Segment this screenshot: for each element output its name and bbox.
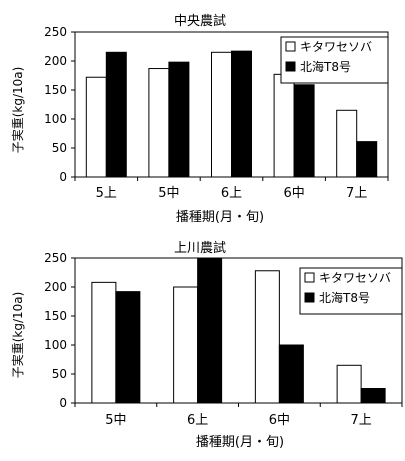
y-tick-label: 50 — [52, 141, 67, 155]
y-tick-label: 200 — [44, 280, 67, 294]
y-tick-label: 100 — [44, 112, 67, 126]
bar-hokkai-t8 — [168, 61, 190, 177]
y-tick-label: 0 — [59, 396, 67, 410]
bar-hokkai-t8 — [278, 344, 304, 403]
legend-swatch — [304, 292, 315, 303]
y-tick-label: 50 — [52, 367, 67, 381]
y-tick-label: 100 — [44, 338, 67, 352]
bar-hokkai-t8 — [360, 388, 386, 403]
y-tick-label: 250 — [44, 25, 67, 39]
bar-hokkai-t8 — [293, 84, 315, 177]
plot-area: 0 50 100 150 200 250 5中 6上 6中 7上 — [44, 251, 403, 428]
legend-label: 北海T8号 — [300, 59, 351, 74]
y-tick-label: 250 — [44, 251, 67, 265]
legend-label: キタワセソバ — [300, 40, 372, 54]
bar-kitawase-soba — [91, 281, 117, 403]
x-tick-label: 5中 — [158, 186, 179, 201]
bar-kitawase-soba — [173, 286, 199, 403]
x-tick-label: 7上 — [346, 186, 367, 201]
bar-hokkai-t8 — [231, 50, 252, 177]
chart-title: 中央農試 — [174, 13, 226, 29]
bar-kitawase-soba — [273, 73, 295, 177]
bar-kitawase-soba — [254, 270, 280, 403]
x-axis-label: 播種期(月・旬) — [196, 434, 284, 450]
bar-hokkai-t8 — [356, 141, 378, 177]
bar-kitawase-soba — [336, 364, 362, 403]
y-tick-label: 0 — [59, 170, 67, 184]
bar-kitawase-soba — [148, 68, 170, 177]
y-tick-label: 150 — [44, 309, 67, 323]
legend-swatch — [304, 272, 315, 283]
bars — [85, 50, 378, 177]
bar-kitawase-soba — [336, 109, 358, 177]
legend-swatch — [285, 61, 296, 72]
y-tick-label: 150 — [44, 83, 67, 97]
x-tick-label: 7上 — [350, 413, 371, 428]
x-tick-label: 6上 — [187, 413, 208, 428]
x-tick-label: 6上 — [221, 186, 242, 201]
bar-hokkai-t8 — [115, 291, 141, 403]
chart-kamikawa-agri-station: 上川農試 子実重(kg/10a) 0 50 100 150 200 250 5中 6上 6中 7上… — [10, 240, 403, 450]
legend-box — [280, 36, 389, 84]
x-axis-label: 播種期(月・旬) — [176, 209, 264, 225]
y-axis-label: 子実重(kg/10a) — [10, 292, 25, 379]
chart-central-agri-station: 中央農試 子実重(kg/10a) 0 50 100 150 200 250 5上 5中 6上 6中… — [10, 13, 389, 225]
x-tick-label: 6中 — [283, 186, 304, 201]
bar-hokkai-t8 — [105, 51, 127, 177]
bar-kitawase-soba — [211, 51, 232, 177]
y-axis-label: 子実重(kg/10a) — [10, 67, 25, 154]
legend-label: キタワセソバ — [319, 271, 391, 285]
legend-swatch — [285, 41, 296, 52]
x-tick-label: 6中 — [269, 413, 290, 428]
x-tick-label: 5中 — [105, 413, 126, 428]
chart-title: 上川農試 — [174, 240, 226, 256]
bars — [91, 258, 386, 403]
plot-area: 0 50 100 150 200 250 5上 5中 6上 6中 7上 — [44, 25, 389, 201]
legend-box — [299, 267, 403, 315]
bar-hokkai-t8 — [197, 258, 223, 403]
legend-label: 北海T8号 — [319, 290, 370, 305]
x-tick-label: 5上 — [96, 186, 117, 201]
bar-kitawase-soba — [85, 76, 107, 177]
y-tick-label: 200 — [44, 54, 67, 68]
